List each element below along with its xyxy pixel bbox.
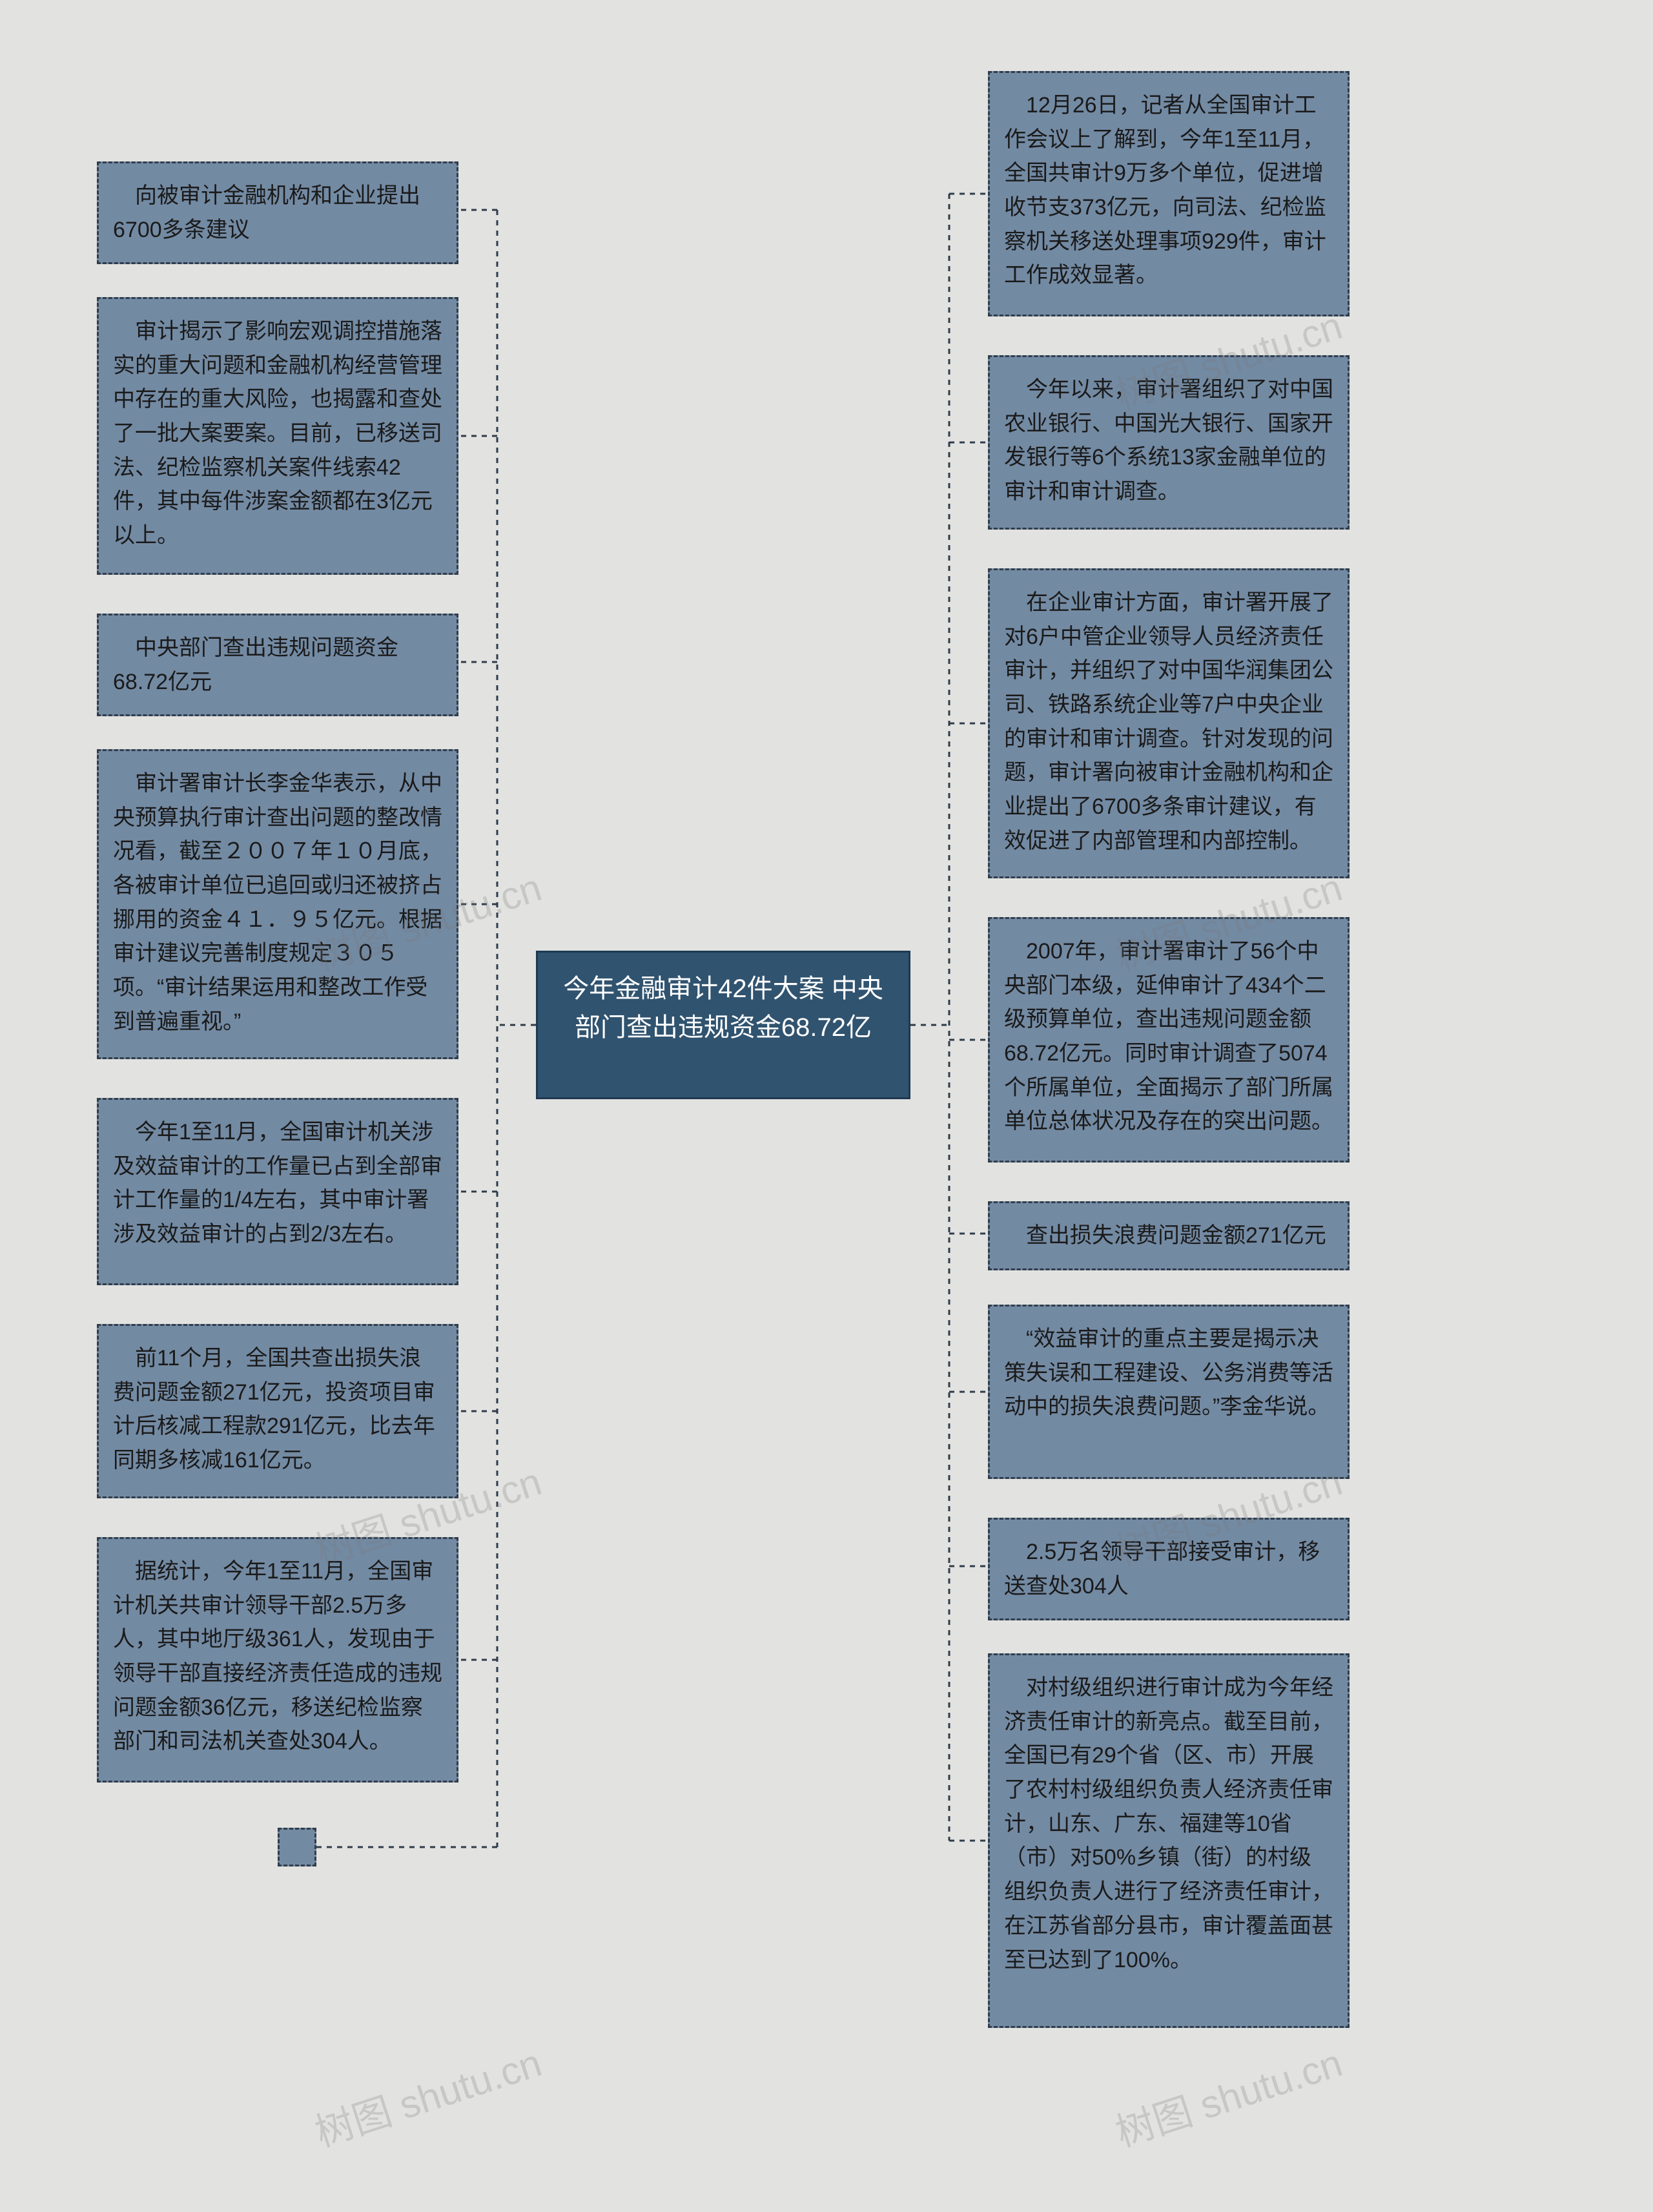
right-node: 今年以来，审计署组织了对中国农业银行、中国光大银行、国家开发银行等6个系统13家… [988, 355, 1350, 530]
right-node: 2.5万名领导干部接受审计，移送查处304人 [988, 1518, 1350, 1620]
left-node [278, 1828, 316, 1866]
right-node: 12月26日，记者从全国审计工作会议上了解到，今年1至11月，全国共审计9万多个… [988, 71, 1350, 316]
left-node: 据统计，今年1至11月，全国审计机关共审计领导干部2.5万多人，其中地厅级361… [97, 1537, 458, 1783]
right-node: 2007年，审计署审计了56个中央部门本级，延伸审计了434个二级预算单位，查出… [988, 917, 1350, 1163]
watermark-text: 树图 shutu.cn [307, 2032, 548, 2158]
left-node: 今年1至11月，全国审计机关涉及效益审计的工作量已占到全部审计工作量的1/4左右… [97, 1098, 458, 1285]
right-node: 查出损失浪费问题金额271亿元 [988, 1201, 1350, 1270]
left-node: 中央部门查出违规问题资金68.72亿元 [97, 614, 458, 716]
left-node: 审计揭示了影响宏观调控措施落实的重大问题和金融机构经营管理中存在的重大风险，也揭… [97, 297, 458, 575]
right-node: “效益审计的重点主要是揭示决策失误和工程建设、公务消费等活动中的损失浪费问题。”… [988, 1305, 1350, 1479]
watermark-text: 树图 shutu.cn [1107, 2032, 1348, 2158]
left-node: 向被审计金融机构和企业提出6700多条建议 [97, 161, 458, 264]
left-node: 前11个月，全国共查出损失浪费问题金额271亿元，投资项目审计后核减工程款291… [97, 1324, 458, 1498]
left-node: 审计署审计长李金华表示，从中央预算执行审计查出问题的整改情况看，截至２００７年１… [97, 749, 458, 1059]
right-node: 在企业审计方面，审计署开展了对6户中管企业领导人员经济责任审计，并组织了对中国华… [988, 568, 1350, 878]
right-node: 对村级组织进行审计成为今年经济责任审计的新亮点。截至目前，全国已有29个省（区、… [988, 1653, 1350, 2028]
center-node: 今年金融审计42件大案 中央部门查出违规资金68.72亿 [536, 951, 910, 1099]
